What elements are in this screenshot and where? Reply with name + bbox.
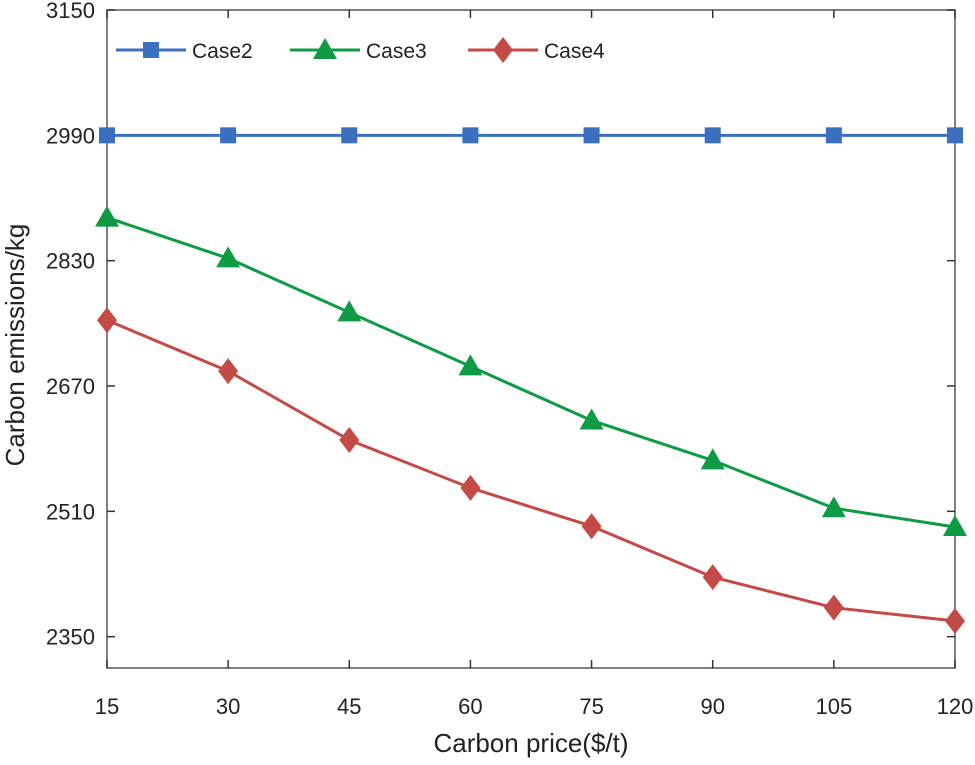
x-tick-label: 120 bbox=[937, 694, 974, 719]
x-tick-label: 45 bbox=[337, 694, 361, 719]
series-line bbox=[106, 318, 956, 623]
diamond-marker bbox=[339, 427, 360, 454]
diamond-marker bbox=[581, 513, 602, 540]
square-marker bbox=[462, 127, 479, 144]
legend-label: Case3 bbox=[366, 40, 427, 63]
triangle-marker bbox=[337, 300, 362, 322]
legend-label: Case2 bbox=[192, 40, 253, 63]
plot-frame bbox=[106, 9, 956, 669]
y-axis-label: Carbon emissions/kg bbox=[0, 224, 30, 467]
series-case4 bbox=[97, 307, 965, 634]
x-tick-label: 15 bbox=[95, 694, 119, 719]
diamond-marker bbox=[97, 307, 117, 334]
y-tick-label: 2510 bbox=[46, 499, 95, 524]
square-marker bbox=[220, 127, 237, 144]
triangle-marker bbox=[700, 448, 725, 470]
triangle-marker bbox=[95, 205, 119, 227]
diamond-marker bbox=[460, 474, 481, 501]
series-case3 bbox=[95, 205, 967, 536]
legend-square-icon bbox=[143, 42, 159, 58]
diamond-marker bbox=[702, 564, 723, 591]
y-tick-label: 2990 bbox=[46, 123, 95, 148]
x-axis-label: Carbon price($/t) bbox=[433, 728, 628, 758]
x-tick-label: 75 bbox=[579, 694, 603, 719]
axes: 15 30 45 60 75 90 105 120 2350 2510 2670 2830 2990 31… bbox=[46, 0, 973, 719]
square-marker bbox=[947, 127, 963, 144]
y-tick-label: 2350 bbox=[46, 625, 95, 650]
series-group bbox=[95, 127, 967, 634]
legend-item-case3: Case3 bbox=[290, 38, 427, 63]
square-marker bbox=[704, 127, 721, 144]
legend-diamond-icon bbox=[493, 37, 513, 63]
legend-item-case4: Case4 bbox=[468, 37, 605, 63]
diamond-marker bbox=[218, 358, 239, 385]
y-tick-label: 2830 bbox=[46, 249, 95, 274]
x-tick-label: 60 bbox=[458, 694, 482, 719]
square-marker bbox=[583, 127, 600, 144]
legend-item-case2: Case2 bbox=[116, 40, 253, 63]
x-tick-label: 30 bbox=[216, 694, 240, 719]
x-tick-label: 90 bbox=[700, 694, 724, 719]
legend-label: Case4 bbox=[544, 40, 605, 63]
legend: Case2 Case3 Case4 bbox=[116, 37, 605, 63]
triangle-marker bbox=[943, 515, 967, 536]
square-marker bbox=[825, 127, 842, 144]
diamond-marker bbox=[823, 594, 844, 621]
triangle-marker bbox=[216, 246, 241, 268]
triangle-marker bbox=[579, 408, 604, 430]
x-tick-label: 105 bbox=[815, 694, 852, 719]
diamond-marker bbox=[945, 608, 965, 634]
triangle-marker bbox=[821, 496, 846, 518]
series-case2 bbox=[99, 127, 963, 144]
square-marker bbox=[341, 127, 358, 144]
square-marker bbox=[99, 127, 115, 144]
legend-triangle-icon bbox=[313, 38, 337, 59]
triangle-marker bbox=[458, 354, 483, 376]
y-tick-label: 2670 bbox=[46, 374, 95, 399]
y-tick-label: 3150 bbox=[46, 0, 95, 23]
series-line bbox=[106, 216, 956, 529]
